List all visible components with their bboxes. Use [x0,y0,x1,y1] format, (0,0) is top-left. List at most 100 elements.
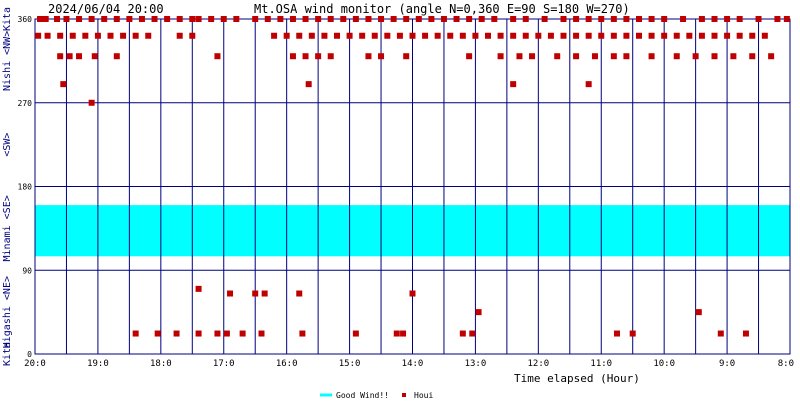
data-point [189,16,196,22]
data-point [126,16,133,22]
data-point [365,16,372,22]
data-point [261,290,268,297]
data-point [755,16,762,22]
data-point [730,53,737,60]
data-point [610,16,617,22]
data-point [132,32,139,39]
data-point [695,309,702,316]
data-point [510,16,517,22]
x-tick-label: 14:0 [402,359,424,369]
y-tick-label: 180 [18,183,33,192]
x-axis-label: Time elapsed (Hour) [514,372,640,385]
data-point [591,53,598,60]
data-point [535,32,542,39]
data-point [403,16,410,22]
data-point [428,16,435,22]
y-tick-label: 0 [27,350,32,359]
data-point [783,16,790,22]
data-point [403,53,410,60]
data-point [120,32,127,39]
data-point [91,53,98,60]
data-point [66,53,73,60]
data-point [365,53,372,60]
data-point [393,330,400,337]
data-point [340,16,347,22]
data-point [598,32,605,39]
data-point [252,16,259,22]
data-point [400,330,407,337]
data-point [491,16,498,22]
chart-date: 2024/06/04 20:00 [48,2,164,16]
data-point [296,32,303,39]
data-point [613,330,620,337]
data-point [315,53,322,60]
data-point [88,16,95,22]
data-point [113,16,120,22]
x-tick-label: 17:0 [213,359,235,369]
data-point [485,32,491,39]
data-point [173,330,180,337]
data-point [214,53,221,60]
data-point [378,53,385,60]
data-point [698,16,705,22]
data-point [302,53,309,60]
data-point [440,16,447,22]
data-point [475,309,482,316]
x-tick-label: 19:0 [87,359,109,369]
data-point [82,32,89,39]
data-point [264,16,271,22]
data-point [151,16,158,22]
x-tick-label: 12:0 [527,359,549,369]
data-point [88,99,95,106]
data-point [554,53,561,60]
data-point [724,16,731,22]
x-tick-label: 8:0 [778,359,794,369]
data-point [327,53,334,60]
data-point [648,53,655,60]
data-point [396,32,403,39]
data-point [258,330,265,337]
data-point [585,81,592,88]
data-point [299,330,306,337]
data-point [154,330,161,337]
data-point [459,330,466,337]
data-point [195,330,202,337]
data-point [585,16,592,22]
data-point [585,32,592,39]
data-point [560,32,567,39]
data-point [573,16,580,22]
data-point [371,32,378,39]
data-point [711,16,718,22]
data-point [195,285,202,292]
data-point [321,32,328,39]
data-point [334,32,340,39]
data-point [176,32,183,39]
y-tick-label: 360 [18,15,33,24]
data-point [239,330,246,337]
data-point [648,16,655,22]
y-direction-label: Minami <SE> [2,195,13,261]
data-point [711,32,718,39]
data-point [434,32,441,39]
data-point [623,32,630,39]
data-point [359,32,366,39]
x-tick-label: 10:0 [653,359,675,369]
x-tick-label: 18:0 [150,359,172,369]
data-point [409,32,416,39]
data-point [472,32,479,39]
data-point [227,290,234,297]
data-point [35,32,42,39]
data-point [60,81,67,88]
data-point [469,330,476,337]
legend-label-houi: Houi [414,391,433,400]
data-point [629,330,636,337]
data-point [610,32,617,39]
x-tick-label: 11:0 [590,359,612,369]
data-point [277,16,284,22]
data-point [522,16,529,22]
data-point [233,16,240,22]
data-point [176,16,183,22]
data-point [76,16,83,22]
data-point [698,32,705,39]
